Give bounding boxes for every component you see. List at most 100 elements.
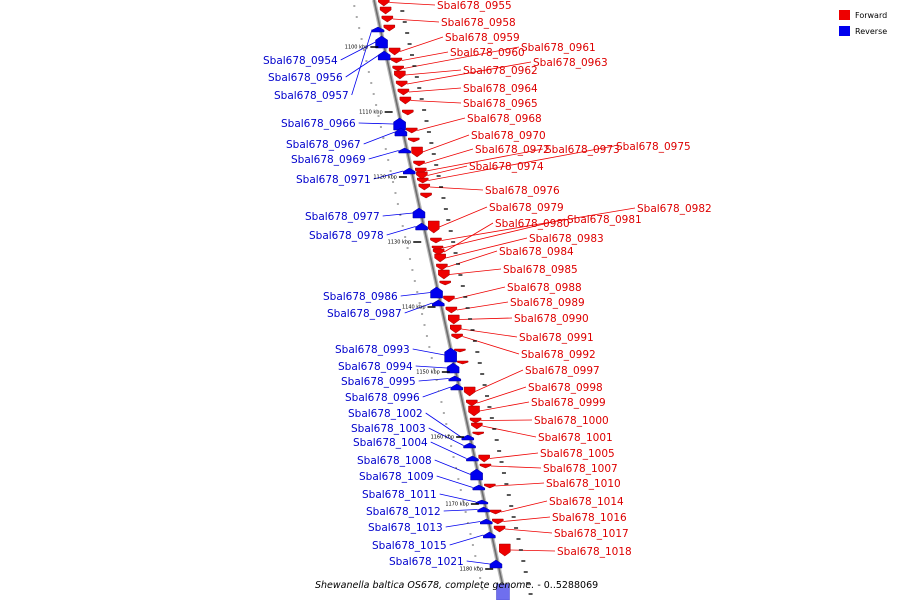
reverse-gene-arrow (412, 207, 426, 219)
forward-gene-arrow (484, 483, 496, 489)
reverse-connector (373, 170, 404, 180)
reverse-gene-arrow (450, 383, 464, 391)
forward-gene-arrow (392, 65, 404, 72)
forward-gene-arrow (417, 177, 429, 184)
reverse-gene-arrow (393, 117, 406, 131)
forward-gene-arrow (418, 183, 431, 191)
legend: Forward Reverse (839, 10, 887, 36)
reverse-connector (368, 150, 399, 160)
forward-connector (407, 61, 532, 85)
reverse-gene-arrow (472, 484, 486, 491)
reverse-gene-arrow (398, 147, 411, 154)
forward-gene-arrow (492, 518, 504, 525)
forward-gene-label: Sbal678_0984 (499, 246, 574, 258)
tick-label: 1150 kbp (416, 370, 440, 376)
forward-connector (454, 286, 506, 300)
forward-connector (442, 218, 566, 249)
reverse-gene-arrow (483, 531, 496, 539)
forward-gene-arrow (436, 263, 448, 271)
forward-gene-arrow (439, 280, 451, 286)
tick-label: 1120 kbp (373, 175, 397, 181)
forward-connector (495, 482, 545, 487)
forward-gene-arrow (430, 237, 442, 244)
forward-gene-arrow (402, 109, 414, 116)
forward-gene-label: Sbal678_0958 (441, 17, 516, 29)
forward-gene-label: Sbal678_1010 (546, 478, 621, 490)
reverse-connector (404, 302, 433, 314)
forward-connector (417, 117, 466, 131)
forward-connector (479, 401, 530, 412)
reverse-connector (436, 475, 473, 488)
forward-gene-label: Sbal678_0982 (637, 203, 712, 215)
forward-connector (449, 268, 502, 275)
forward-gene-arrow (445, 306, 458, 314)
reverse-connector (443, 509, 478, 512)
forward-connector (401, 51, 449, 61)
reverse-connector (363, 131, 396, 145)
reverse-connector (415, 365, 448, 369)
reverse-gene-arrow (375, 35, 388, 49)
reverse-gene-label: Sbal678_0967 (286, 139, 361, 151)
forward-gene-arrow (397, 88, 410, 96)
forward-gene-arrow (454, 348, 466, 353)
forward-gene-arrow (394, 70, 406, 80)
reverse-connector (345, 55, 379, 78)
forward-gene-arrow (489, 509, 502, 515)
forward-gene-label: Sbal678_0961 (521, 42, 596, 54)
forward-gene-label: Sbal678_0970 (471, 130, 546, 142)
reverse-gene-label: Sbal678_0971 (296, 174, 371, 186)
reverse-gene-arrow (432, 299, 445, 307)
reverse-gene-arrow (444, 347, 457, 363)
reverse-gene-arrow (377, 50, 391, 61)
reverse-gene-label: Sbal678_0954 (263, 55, 338, 67)
forward-connector (426, 148, 544, 172)
major-ticks: 1100 kbp 1110 kbp 1120 kbp 1130 kbp 1140 kbp… (345, 45, 494, 573)
forward-connector (462, 336, 520, 355)
forward-connector (410, 100, 462, 104)
forward-gene-label: Sbal678_0979 (489, 202, 564, 214)
forward-connector (505, 528, 553, 534)
reverse-gene-label: Sbal678_0995 (341, 376, 416, 388)
reverse-gene-label: Sbal678_0987 (327, 308, 402, 320)
forward-gene-arrow (434, 253, 446, 263)
gene-features (371, 0, 511, 600)
forward-gene-label: Sbal678_0985 (503, 264, 578, 276)
reverse-gene-label: Sbal678_1008 (357, 455, 432, 467)
caption-organism: Shewanella baltica OS678, complete genom… (315, 580, 534, 591)
forward-gene-arrow (432, 248, 445, 256)
reverse-connector (386, 226, 416, 236)
reverse-gene-arrow (403, 167, 416, 175)
forward-gene-label: Sbal678_1017 (554, 528, 629, 540)
reverse-connector (382, 212, 413, 217)
reverse-connector (422, 386, 451, 398)
forward-connector (399, 36, 444, 52)
forward-gene-arrow (416, 171, 428, 180)
forward-gene-arrow (378, 0, 390, 7)
forward-gene-arrow (469, 417, 482, 424)
tick-label: 1180 kbp (460, 567, 484, 573)
tick-label: 1100 kbp (345, 45, 369, 51)
reverse-gene-label: Sbal678_0994 (338, 361, 413, 373)
forward-connector (445, 237, 528, 259)
forward-gene-arrow (499, 543, 511, 557)
reverse-gene-arrow (480, 518, 493, 525)
reverse-connector (400, 292, 431, 297)
minor-ticks (353, 5, 533, 595)
reverse-gene-arrow (415, 222, 428, 231)
forward-gene-label: Sbal678_0959 (445, 32, 520, 44)
forward-gene-label: Sbal678_1000 (534, 415, 609, 427)
forward-gene-label: Sbal678_0997 (525, 365, 600, 377)
reverse-gene-label: Sbal678_0996 (345, 392, 420, 404)
reverse-connector (412, 348, 445, 356)
reverse-gene-arrow (463, 442, 476, 449)
forward-connector (392, 18, 440, 23)
reverse-connector (466, 560, 491, 565)
forward-gene-arrow (383, 24, 396, 32)
reverse-gene-arrow (394, 127, 408, 137)
reverse-connector (434, 459, 471, 475)
forward-connector (403, 46, 520, 69)
tick-label: 1160 kbp (431, 435, 455, 441)
genome-backbone (372, 0, 508, 600)
forward-gene-label: Sbal678_0992 (521, 349, 596, 361)
